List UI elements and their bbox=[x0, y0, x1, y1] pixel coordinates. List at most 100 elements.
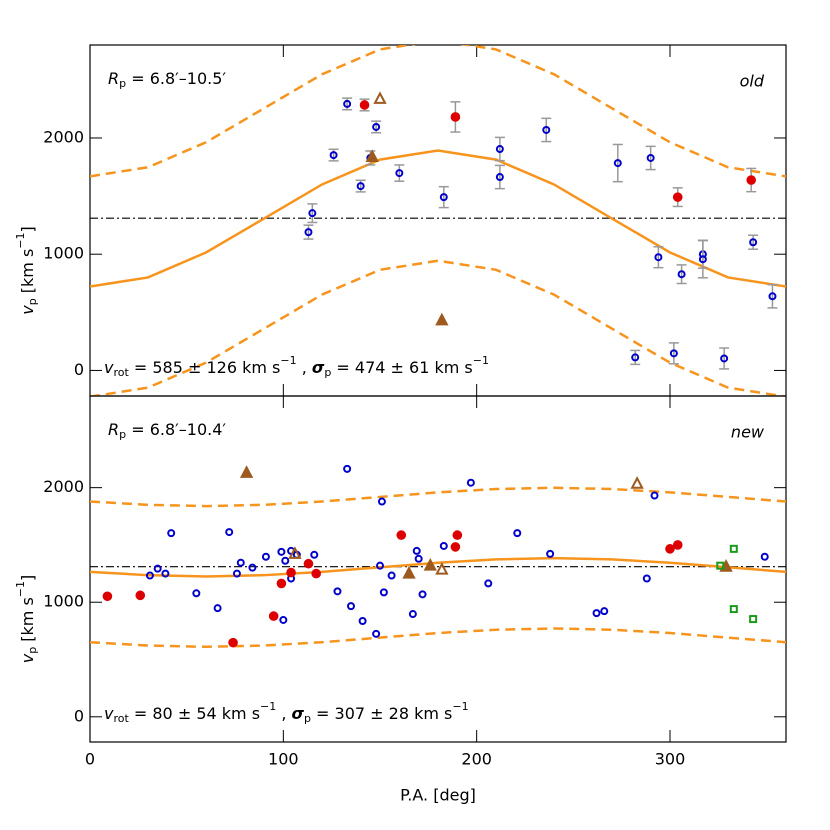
point bbox=[466, 478, 475, 487]
point bbox=[387, 571, 396, 580]
text-part: p bbox=[119, 77, 126, 90]
point bbox=[698, 255, 707, 264]
point bbox=[395, 169, 404, 178]
panel-tag: new bbox=[731, 423, 765, 442]
text-part: [km s bbox=[18, 249, 37, 299]
y-tick-label: 0 bbox=[74, 360, 84, 379]
text-part: p bbox=[119, 428, 126, 441]
point bbox=[654, 253, 663, 262]
point bbox=[135, 590, 146, 601]
text-part: , bbox=[297, 358, 312, 377]
text-part: v bbox=[104, 704, 114, 723]
point bbox=[542, 125, 551, 134]
plot-frame bbox=[89, 395, 787, 743]
point bbox=[333, 587, 342, 596]
x-axis-label: P.A. [deg] bbox=[400, 786, 476, 805]
text-part: ] bbox=[18, 575, 37, 581]
point bbox=[192, 589, 201, 598]
text-part: , bbox=[276, 704, 291, 723]
text-part: −1 bbox=[280, 354, 296, 367]
point bbox=[408, 610, 417, 619]
text-part: ] bbox=[18, 226, 37, 232]
point bbox=[376, 561, 384, 570]
model-curve bbox=[90, 556, 786, 578]
point bbox=[665, 544, 675, 554]
point bbox=[365, 149, 379, 163]
point bbox=[343, 99, 352, 108]
point bbox=[279, 615, 288, 624]
point bbox=[495, 145, 504, 154]
point bbox=[102, 591, 113, 602]
point bbox=[167, 529, 176, 538]
point bbox=[372, 629, 381, 638]
point bbox=[239, 465, 254, 478]
model-curve bbox=[90, 149, 786, 288]
point bbox=[347, 602, 355, 611]
text-part: = 6.8′–10.4′ bbox=[126, 420, 226, 439]
y-tick-label: 2000 bbox=[43, 127, 84, 146]
y-axis-label: vp [km s−1] bbox=[14, 226, 39, 315]
point bbox=[377, 497, 386, 506]
point bbox=[484, 579, 493, 588]
point bbox=[379, 588, 388, 597]
point bbox=[546, 549, 555, 558]
text-part: −1 bbox=[260, 700, 276, 713]
point bbox=[161, 569, 170, 578]
plot-area bbox=[90, 464, 786, 649]
text-part: −1 bbox=[473, 354, 489, 367]
point bbox=[286, 567, 296, 578]
point bbox=[414, 554, 423, 563]
model-curve bbox=[90, 45, 786, 178]
text-part: [km s bbox=[18, 597, 37, 647]
text-part: p bbox=[304, 712, 311, 725]
y-tick-label: 0 bbox=[74, 706, 84, 725]
text-part: v bbox=[104, 358, 114, 377]
point bbox=[749, 615, 758, 624]
point bbox=[439, 541, 448, 550]
point bbox=[236, 558, 245, 567]
text-part: rot bbox=[113, 366, 129, 379]
point bbox=[423, 558, 437, 571]
point bbox=[402, 565, 416, 579]
y-tick-label: 2000 bbox=[43, 477, 84, 496]
text-part: σ bbox=[312, 358, 325, 377]
point bbox=[650, 491, 659, 500]
text-part: = 6.8′–10.5′ bbox=[126, 69, 226, 88]
point bbox=[412, 546, 421, 555]
fit-stats: vrot = 80 ± 54 km s−1 , σp = 307 ± 28 km… bbox=[104, 700, 469, 725]
point bbox=[232, 569, 241, 578]
point bbox=[268, 611, 279, 621]
point bbox=[261, 552, 270, 561]
text-part: σ bbox=[292, 704, 305, 723]
point bbox=[746, 175, 757, 185]
point bbox=[630, 476, 644, 489]
point bbox=[513, 529, 522, 538]
point bbox=[308, 209, 317, 218]
text-part: = 474 ± 61 km s bbox=[331, 358, 472, 377]
point bbox=[613, 159, 622, 168]
text-part: v bbox=[18, 653, 37, 663]
text-part: = 307 ± 28 km s bbox=[311, 704, 452, 723]
point bbox=[288, 546, 302, 559]
panel-tag: old bbox=[740, 72, 765, 91]
point bbox=[356, 182, 365, 191]
x-tick-label: 300 bbox=[655, 750, 686, 769]
point bbox=[450, 542, 461, 552]
point bbox=[495, 173, 504, 182]
point bbox=[435, 312, 449, 326]
text-part: −1 bbox=[452, 700, 468, 713]
point bbox=[729, 544, 738, 553]
point bbox=[592, 609, 601, 618]
y-tick-label: 1000 bbox=[43, 244, 84, 263]
text-part: p bbox=[26, 298, 39, 305]
point bbox=[729, 605, 738, 614]
point bbox=[720, 354, 729, 363]
point bbox=[631, 353, 640, 362]
point bbox=[228, 637, 238, 648]
point bbox=[303, 558, 314, 569]
point bbox=[277, 547, 286, 556]
text-part: rot bbox=[113, 712, 129, 725]
point bbox=[435, 562, 449, 575]
point bbox=[281, 556, 290, 565]
